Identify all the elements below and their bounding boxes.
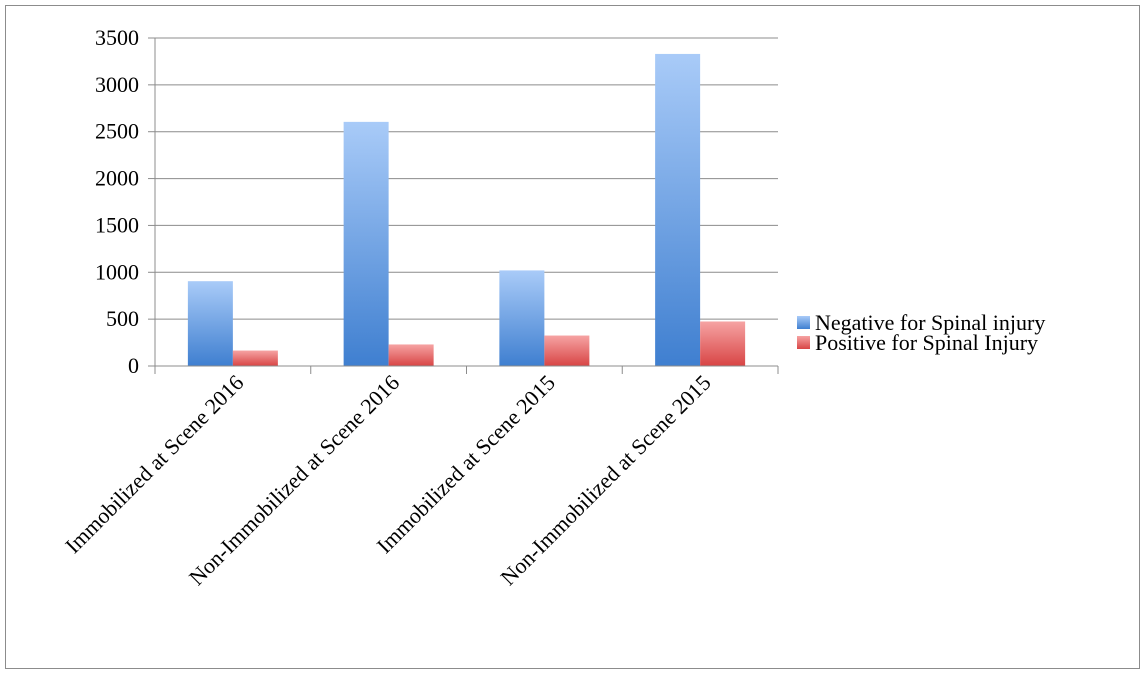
y-tick-label: 3500: [95, 25, 139, 50]
bar-positive: [544, 335, 590, 366]
y-tick-label: 0: [128, 353, 139, 378]
y-tick-label: 1000: [95, 259, 139, 284]
y-tick-label: 3000: [95, 72, 139, 97]
legend-swatch-negative: [797, 316, 810, 329]
bar-negative: [499, 270, 545, 366]
legend-label-positive: Positive for Spinal Injury: [815, 330, 1038, 355]
x-category-label: Immobilized at Scene 2016: [60, 370, 248, 558]
y-tick-label: 2000: [95, 166, 139, 191]
x-category-label: Immobilized at Scene 2015: [372, 370, 560, 558]
legend-swatch-positive: [797, 336, 810, 349]
legend-label-negative: Negative for Spinal injury: [815, 310, 1045, 335]
y-tick-label: 500: [106, 306, 139, 331]
bar-positive: [232, 350, 278, 366]
bar-negative: [187, 281, 233, 366]
bar-positive: [388, 344, 434, 366]
bars: [187, 53, 746, 366]
bar-negative: [655, 53, 701, 366]
bar-positive: [700, 321, 746, 366]
y-tick-label: 1500: [95, 212, 139, 237]
bar-negative: [343, 121, 389, 366]
y-tick-label: 2500: [95, 119, 139, 144]
